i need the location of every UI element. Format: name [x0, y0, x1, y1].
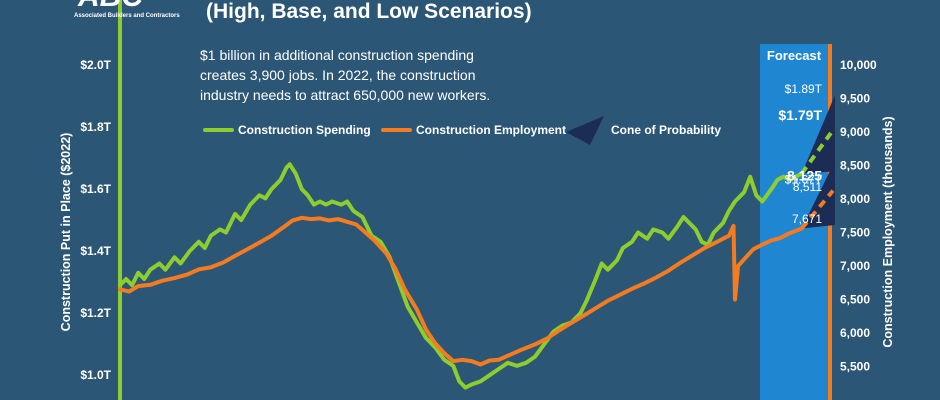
y-left-tick-label: $1.0T — [80, 368, 111, 382]
chart-subtitle: (High, Base, and Low Scenarios) — [206, 0, 532, 23]
y-left-ticks: $1.0T $1.2T $1.4T $1.6T $1.8T $2.0T — [80, 58, 111, 382]
logo: ABC — [77, 0, 144, 13]
logo-subtext: Associated Builders and Contractors — [74, 13, 180, 19]
y-right-tick-label: 10,000 — [840, 58, 877, 72]
label-employment-base: 8,125 — [787, 168, 822, 184]
y-right-tick-label: 8,000 — [840, 192, 870, 206]
y-left-tick-label: $1.8T — [80, 120, 111, 134]
legend-swatch-cone — [566, 116, 604, 145]
label-employment-low: 7,671 — [792, 212, 822, 226]
series-line-employment — [118, 215, 804, 367]
note-line-2: creates 3,900 jobs. In 2022, the constru… — [200, 67, 476, 83]
y-left-tick-label: $1.2T — [80, 306, 111, 320]
legend-label-cone: Cone of Probability — [611, 123, 721, 137]
y-right-tick-label: 6,000 — [840, 326, 870, 340]
note-line-1: $1 billion in additional construction sp… — [200, 47, 474, 63]
legend: Construction Spending Construction Emplo… — [203, 116, 721, 145]
y-left-tick-label: $1.6T — [80, 182, 111, 196]
cone-employment — [801, 160, 835, 229]
series-lines — [118, 162, 804, 390]
y-left-tick-label: $1.4T — [80, 244, 111, 258]
cone-spending — [801, 95, 835, 174]
legend-label-employment: Construction Employment — [416, 123, 566, 137]
y-right-axis-title: Construction Employment (thousands) — [881, 116, 895, 347]
cones-of-probability — [801, 95, 835, 229]
y-right-tick-label: 9,000 — [840, 125, 870, 139]
forecast-line-spending — [800, 128, 835, 175]
label-employment-high: 8,511 — [793, 180, 822, 194]
series-line-spending — [118, 162, 804, 390]
y-right-tick-label: 9,500 — [840, 92, 870, 106]
label-spending-low: $1.67T — [785, 172, 823, 186]
y-right-ticks: 5,500 6,000 6,500 7,000 7,500 8,000 8,500 9,000… — [840, 58, 877, 374]
y-right-tick-label: 7,500 — [840, 226, 870, 240]
y-right-tick-label: 8,500 — [840, 159, 870, 173]
y-right-tick-label: 7,000 — [840, 259, 870, 273]
y-left-axis-title: Construction Put in Place ($2022) — [59, 133, 73, 332]
y-right-tick-label: 6,500 — [840, 293, 870, 307]
label-spending-high: $1.89T — [785, 82, 823, 96]
y-left-tick-label: $2.0T — [80, 58, 111, 72]
note-line-3: industry needs to attract 650,000 new wo… — [200, 87, 490, 103]
label-spending-base: $1.79T — [778, 107, 822, 123]
left-axis-bar — [118, 0, 122, 400]
forecast-label: Forecast — [767, 48, 822, 63]
forecast-lines — [800, 128, 835, 230]
y-right-tick-label: 5,500 — [840, 360, 870, 374]
legend-label-spending: Construction Spending — [238, 123, 371, 137]
